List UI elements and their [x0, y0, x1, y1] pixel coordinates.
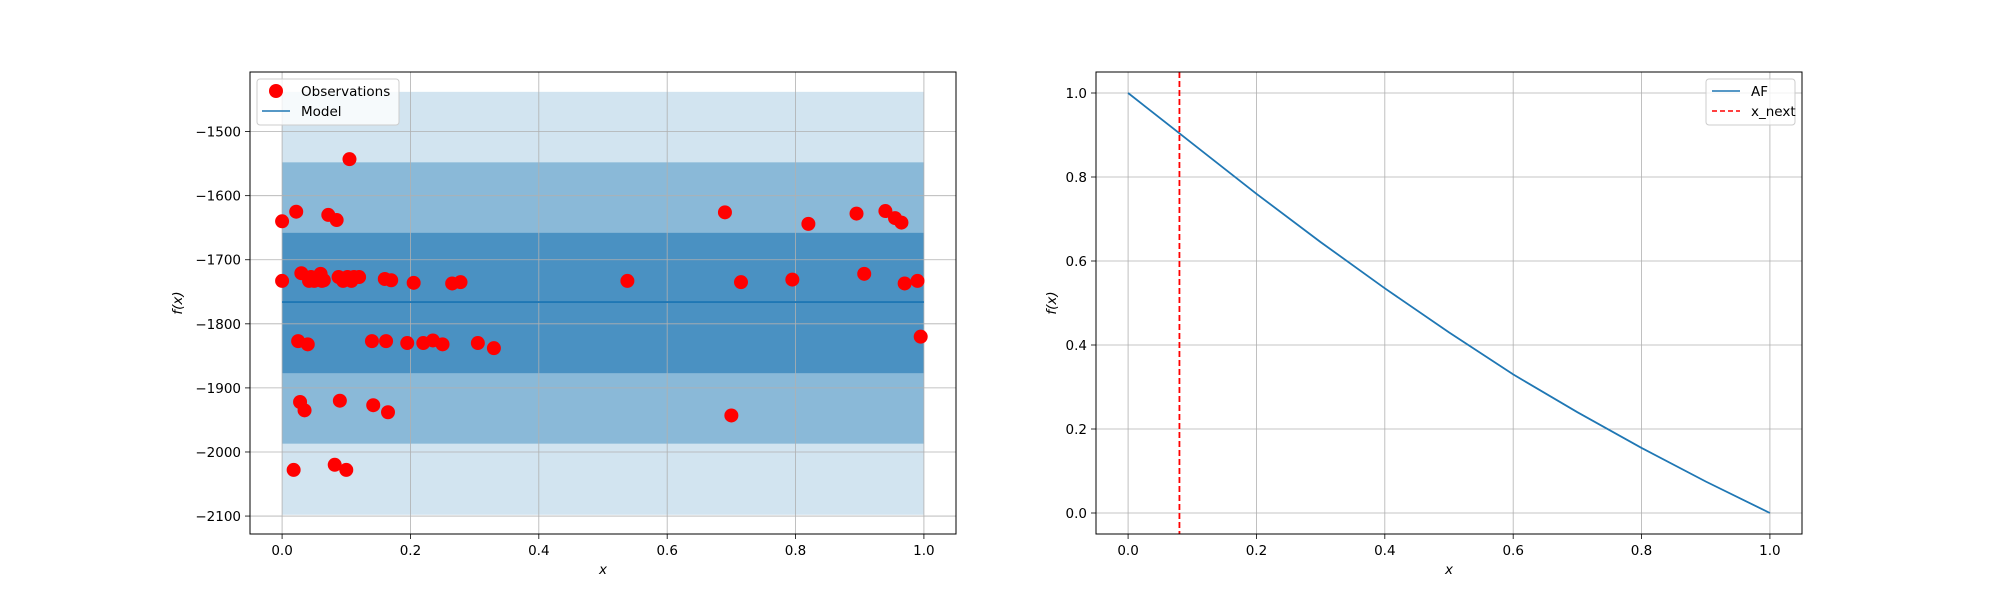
left-x-tick-label: 0.8 [785, 543, 806, 559]
left-y-tick-label: −2100 [195, 509, 241, 525]
left-x-tick-label: 0.6 [656, 543, 677, 559]
right-x-tick-label: 1.0 [1759, 543, 1780, 559]
left-x-axis-label: x [598, 562, 608, 578]
observations-chart: 0.0 0.2 0.4 0.6 0.8 1.0 −1500−1600−1700−1800−… [170, 71, 957, 578]
af-curve [1127, 92, 1771, 514]
observation-point [894, 215, 909, 230]
left-x-tick-label: 0.2 [400, 543, 421, 559]
right-x-ticks: 0.0 0.2 0.4 0.6 0.8 1.0 [1117, 534, 1781, 559]
right-x-tick-label: 0.2 [1246, 543, 1267, 559]
right-axes-frame [1095, 71, 1803, 535]
observation-point [300, 337, 315, 352]
left-x-tick-label: 0.4 [528, 543, 549, 559]
right-y-tick-label: 0.8 [1066, 170, 1087, 186]
right-grid [1096, 72, 1802, 534]
right-y-tick-label: 0.0 [1066, 506, 1087, 522]
left-y-tick-label: −2000 [195, 445, 241, 461]
observation-point [342, 152, 357, 167]
left-y-ticks: −1500 −1600 −1700 −1800 −1900 −2000 −2100 [195, 125, 250, 525]
right-x-tick-label: 0.8 [1631, 543, 1652, 559]
observation-point [275, 273, 290, 288]
left-axes-frame [249, 71, 957, 535]
observation-point [724, 408, 739, 423]
observation-point [897, 276, 912, 291]
left-confidence-bands [282, 91, 924, 515]
left-x-ticks: 0.0 0.2 0.4 0.6 0.8 1.0 [271, 534, 935, 559]
left-legend: Observations Model [256, 78, 400, 126]
legend-model-label: Model [301, 104, 342, 120]
right-y-ticks: 0.0 0.2 0.4 0.6 0.8 1.0 [1066, 86, 1096, 522]
right-y-tick-label: 1.0 [1066, 86, 1087, 102]
observation-point [316, 273, 331, 288]
observation-point [453, 275, 468, 290]
observation-point [275, 214, 290, 229]
left-observations [275, 152, 928, 477]
observation-point [286, 462, 301, 477]
left-grid [250, 72, 956, 534]
left-legend-box [256, 78, 400, 126]
legend-observations-label: Observations [301, 84, 390, 100]
observation-point [380, 405, 395, 420]
right-af-curve-group [1127, 92, 1771, 514]
right-plot-area [1096, 72, 1802, 534]
observation-point [620, 273, 635, 288]
observation-point [717, 205, 732, 220]
legend-af-label: AF [1751, 84, 1768, 100]
observation-point [289, 204, 304, 219]
observation-point [857, 266, 872, 281]
legend-x-next-label: x_next [1751, 104, 1796, 120]
observation-point [733, 275, 748, 290]
left-y-tick-label: −1600 [195, 189, 241, 205]
legend-observations-marker [269, 84, 283, 98]
observation-point [470, 336, 485, 351]
observation-point [435, 337, 450, 352]
observation-point [352, 270, 367, 285]
observation-point [849, 206, 864, 221]
observation-point [406, 275, 421, 290]
observation-point [366, 398, 381, 413]
left-y-tick-label: −1700 [195, 253, 241, 269]
observation-point [801, 216, 816, 231]
left-y-tick-label: −1800 [195, 317, 241, 333]
right-y-tick-label: 0.4 [1066, 338, 1087, 354]
left-y-axis-label: f(x) [170, 291, 186, 314]
observation-point [364, 334, 379, 349]
observation-point [329, 213, 344, 228]
left-x-tick-label: 1.0 [913, 543, 934, 559]
observation-point [297, 403, 312, 418]
acquisition-function-chart: 0.0 0.2 0.4 0.6 0.8 1.0 0.00.20.40.60.81.0 x … [1044, 71, 1803, 578]
observation-point [785, 272, 800, 287]
left-y-tick-label: −1500 [195, 125, 241, 141]
right-x-tick-label: 0.6 [1502, 543, 1523, 559]
right-x-tick-label: 0.4 [1374, 543, 1395, 559]
observation-point [384, 273, 399, 288]
observation-point [327, 457, 342, 472]
right-x-tick-label: 0.0 [1117, 543, 1138, 559]
left-x-tick-label: 0.0 [271, 543, 292, 559]
observation-point [486, 341, 501, 356]
observation-point [339, 462, 354, 477]
left-y-tick-label: −1900 [195, 381, 241, 397]
observation-point [400, 336, 415, 351]
right-legend: AF x_next [1705, 78, 1796, 126]
observation-point [379, 334, 394, 349]
right-x-axis-label: x [1444, 562, 1454, 578]
right-y-tick-label: 0.6 [1066, 254, 1087, 270]
observation-point [913, 329, 928, 344]
right-y-tick-label: 0.2 [1066, 422, 1087, 438]
observation-point [910, 273, 925, 288]
observation-point [878, 204, 893, 219]
observation-point [332, 393, 347, 408]
right-y-axis-label: f(x) [1044, 291, 1060, 314]
confidence-band [282, 232, 924, 374]
